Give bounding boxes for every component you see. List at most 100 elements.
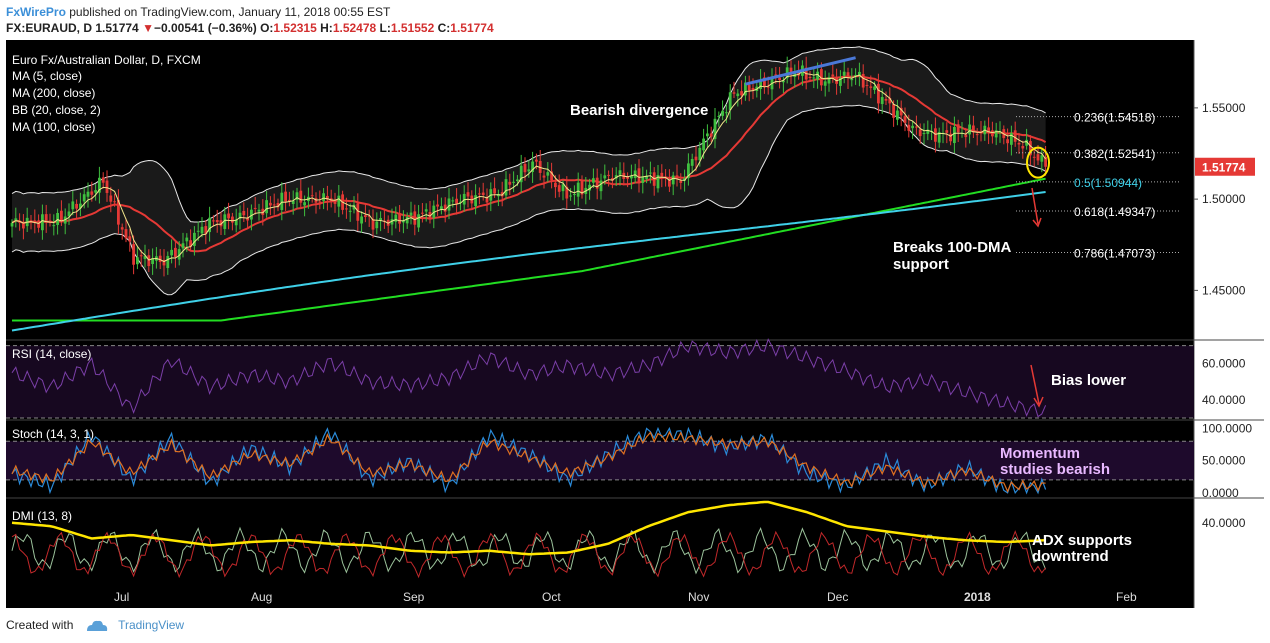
candle-body	[1021, 146, 1025, 149]
candle-body	[14, 218, 18, 221]
tradingview-logo-icon	[86, 620, 107, 631]
candle-body	[789, 67, 793, 75]
candle-body	[728, 92, 732, 110]
candle-body	[713, 118, 717, 139]
dmi-minus-line	[11, 530, 1046, 579]
rsi-axis-label: 40.0000	[1202, 393, 1246, 407]
candle-body	[139, 255, 143, 257]
candle-body	[33, 220, 37, 223]
fib-level-label: 0.618(1.49347)	[1074, 205, 1155, 219]
stoch-axis-label: 0.0000	[1202, 486, 1239, 500]
time-axis-label: Nov	[688, 590, 709, 604]
annotation-downtrend: downtrend	[1032, 548, 1109, 565]
candle-body	[75, 203, 78, 209]
candle-body	[485, 197, 489, 203]
candle-body	[744, 82, 747, 96]
author-name[interactable]: FxWirePro	[6, 5, 66, 19]
down-arrow-icon: ▼	[142, 21, 154, 35]
candle-body	[109, 195, 113, 202]
candle-body	[158, 255, 162, 262]
candle-body	[899, 107, 903, 116]
candle-body	[269, 202, 272, 206]
candle-body	[189, 240, 192, 247]
candle-body	[964, 134, 968, 138]
tradingview-link[interactable]: TradingView	[118, 618, 185, 632]
candle-body	[535, 159, 538, 162]
candle-body	[101, 177, 105, 183]
candle-body	[10, 222, 14, 227]
created-with-text: Created with	[6, 618, 74, 632]
candle-body	[827, 77, 831, 84]
candle-body	[896, 110, 899, 120]
candle-body	[542, 175, 546, 178]
time-axis-label: Feb	[1116, 590, 1137, 604]
candle-body	[242, 210, 246, 216]
price-legend-entry: MA (200, close)	[12, 86, 95, 100]
annotation-adx-supports: ADX supports	[1032, 532, 1132, 549]
candle-body	[991, 130, 994, 137]
chart-canvas[interactable]: 0.236(1.54518) 0.382(1.52541) 0.5(1.50944)…	[6, 40, 1264, 608]
candle-body	[120, 227, 124, 230]
candle-body	[679, 180, 683, 183]
candle-body	[136, 257, 139, 265]
price-legend-entry: MA (5, close)	[12, 69, 82, 83]
candle-body	[493, 188, 496, 194]
candle-body	[934, 128, 937, 142]
candle-body	[1029, 141, 1032, 156]
candle-body	[911, 125, 914, 129]
candle-body	[398, 213, 401, 224]
candle-body	[972, 125, 975, 133]
candle-body	[998, 131, 1002, 133]
highlight-circle	[1026, 146, 1050, 179]
price-change: −0.00541 (−0.36%)	[153, 21, 257, 35]
candle-body	[561, 184, 565, 192]
candle-body	[884, 98, 888, 101]
candle-body	[421, 212, 424, 214]
candle-body	[751, 88, 755, 91]
candle-body	[854, 74, 857, 77]
candle-body	[280, 192, 284, 210]
candle-body	[326, 195, 329, 200]
candle-body	[516, 179, 519, 181]
candle-body	[626, 176, 629, 179]
candle-body	[185, 237, 189, 242]
candle-body	[348, 210, 352, 212]
candle-body	[702, 138, 705, 151]
candle-body	[394, 214, 398, 222]
candle-body	[873, 86, 876, 90]
candle-body	[565, 186, 569, 199]
candle-body	[466, 192, 470, 197]
time-axis-label: 2018	[964, 590, 991, 604]
candle-body	[926, 129, 930, 134]
candle-body	[599, 180, 603, 192]
last-price-badge-label: 1.51774	[1202, 161, 1246, 175]
candle-body	[219, 220, 223, 227]
candle-body	[588, 184, 591, 191]
candle-body	[82, 194, 86, 202]
candle-body	[41, 214, 44, 231]
candle-body	[261, 208, 265, 215]
time-axis-label: Sep	[403, 590, 425, 604]
candle-body	[223, 214, 227, 229]
candle-body	[592, 178, 595, 183]
candle-body	[459, 201, 462, 203]
price-axis-label: 1.55000	[1202, 101, 1246, 115]
candle-body	[86, 191, 90, 197]
candle-body	[455, 198, 458, 204]
candle-body	[352, 204, 356, 210]
annotation-studies-bearish: studies bearish	[1000, 461, 1110, 478]
last-price: 1.51774	[95, 21, 139, 35]
candle-body	[478, 193, 481, 195]
candle-body	[538, 160, 542, 173]
candle-body	[740, 91, 743, 96]
chart-header: FxWirePro published on TradingView.com, …	[6, 4, 1266, 36]
candle-body	[200, 226, 204, 234]
dmi-pane-title: DMI (13, 8)	[12, 509, 72, 523]
candle-body	[170, 249, 173, 256]
close-value: 1.51774	[450, 21, 494, 35]
candle-body	[842, 71, 846, 76]
candle-body	[880, 96, 884, 105]
ma5-line	[11, 70, 1047, 263]
candle-body	[295, 192, 299, 200]
candle-body	[212, 220, 215, 222]
